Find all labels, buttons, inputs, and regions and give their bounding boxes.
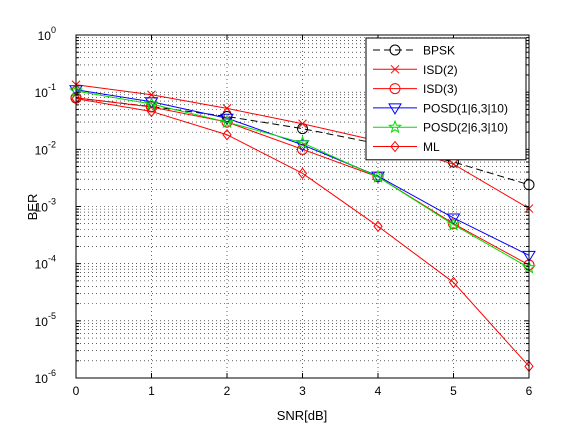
data-point-ml (297, 167, 308, 180)
legend-marker-posd-2-6-3-10 (387, 119, 403, 134)
x-tick-label: 3 (299, 384, 306, 398)
x-tick-label: 4 (375, 384, 382, 398)
data-point-posd-2-6-3-10 (370, 169, 386, 183)
x-tick-label: 0 (73, 384, 80, 398)
data-point-ml (222, 128, 232, 141)
x-tick-label: 2 (224, 384, 231, 398)
data-point-isd-2 (298, 119, 307, 129)
data-point-posd-1-6-3-10 (220, 113, 234, 126)
data-point-ml (448, 276, 459, 289)
data-point-ml (146, 105, 157, 118)
y-tick-label: 10-5 (35, 311, 56, 329)
legend-label-posd-1-6-3-10: POSD(1|6,3|10) (423, 101, 508, 115)
y-tick-label: 10-1 (35, 82, 56, 100)
data-point-posd-1-6-3-10 (446, 213, 461, 225)
legend-label-bpsk: BPSK (423, 44, 455, 58)
series-posd-2-6-3-10 (68, 83, 537, 274)
y-tick-label: 10-2 (35, 139, 56, 157)
legend-marker-isd-2 (390, 64, 400, 74)
data-point-posd-2-6-3-10 (446, 217, 461, 231)
x-axis-label: SNR[dB] (277, 408, 328, 423)
series-line-posd-2-6-3-10 (75, 90, 530, 269)
legend-label-isd-3: ISD(3) (423, 82, 458, 96)
legend-label-ml: ML (423, 140, 440, 154)
legend-box (365, 37, 527, 161)
data-point-ml (373, 220, 383, 233)
data-point-isd-2 (449, 159, 458, 169)
y-tick-label: 10-6 (35, 368, 56, 386)
x-tick-label: 6 (526, 384, 533, 398)
ticks: 0 1 2 3 4 5 6 100 10-1 10-2 10-3 10-4 10-5 10-6 (35, 25, 533, 398)
y-tick-label: 100 (38, 25, 56, 43)
legend-marker-isd-3 (389, 83, 401, 95)
legend-label-isd-2: ISD(2) (423, 63, 458, 77)
data-point-posd-2-6-3-10 (219, 114, 235, 129)
y-tick-label: 10-4 (35, 254, 56, 272)
series-line-ml (75, 98, 530, 367)
legend-marker-posd-1-6-3-10 (388, 103, 402, 115)
legend-marker-ml (390, 140, 400, 153)
legend-marker-bpsk (389, 44, 401, 56)
x-tick-label: 1 (148, 384, 155, 398)
data-point-posd-2-6-3-10 (295, 135, 310, 149)
y-tick-label: 10-3 (35, 197, 56, 215)
y-axis-label: BER (25, 194, 40, 221)
legend-label-posd-2-6-3-10: POSD(2|6,3|10) (423, 121, 508, 135)
legend: BPSK ISD(2) ISD(3) POSD(1|6,3|10) POSD(2|6,3… (365, 37, 527, 161)
x-tick-label: 5 (450, 384, 457, 398)
data-point-isd-2 (222, 104, 232, 113)
